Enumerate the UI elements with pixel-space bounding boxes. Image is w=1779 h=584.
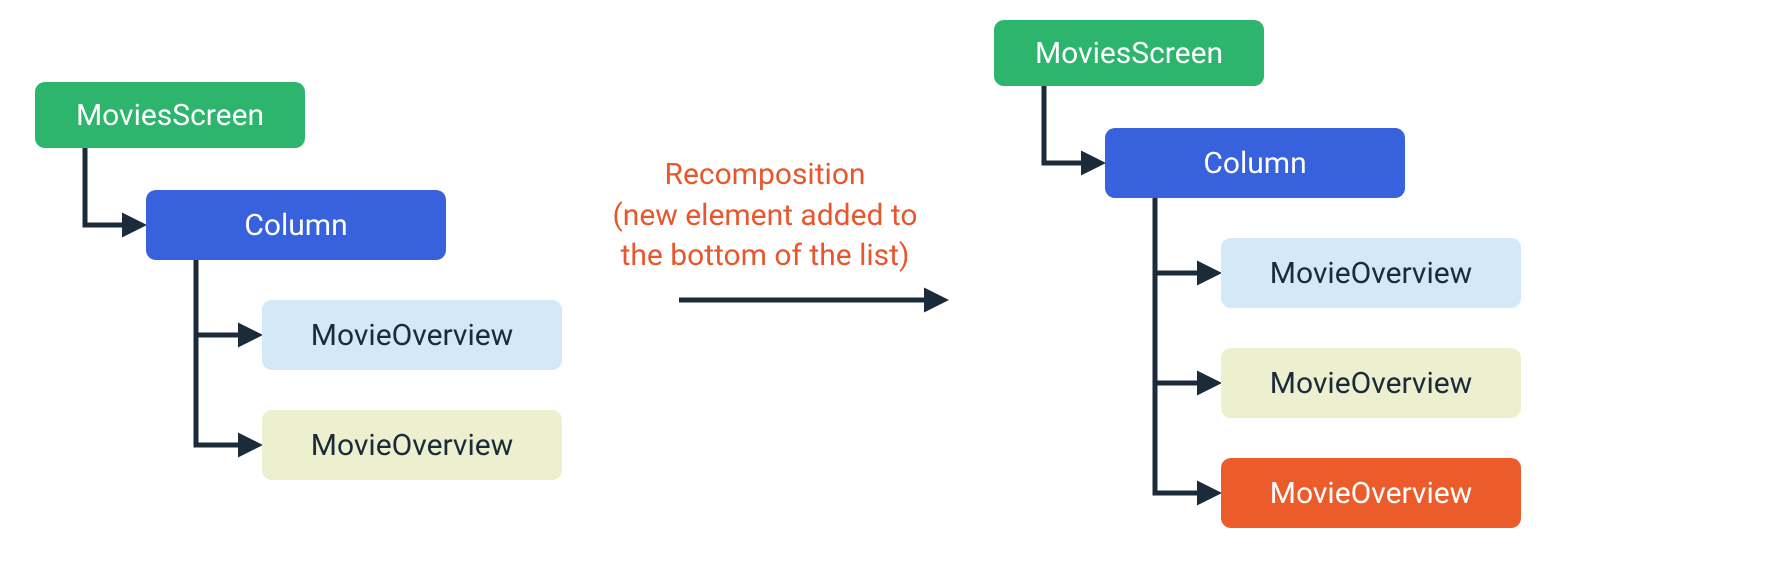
node-label: MovieOverview — [1270, 476, 1472, 511]
edge-r_col-r_m3 — [1155, 198, 1217, 493]
node-label: Column — [244, 208, 347, 243]
node-r_m1: MovieOverview — [1221, 238, 1521, 308]
node-l_col: Column — [146, 190, 446, 260]
node-label: MovieOverview — [311, 428, 513, 463]
edge-r_root-r_col — [1044, 86, 1101, 163]
recomposition-caption: Recomposition(new element added tothe bo… — [613, 155, 918, 277]
node-l_m1: MovieOverview — [262, 300, 562, 370]
node-label: Column — [1203, 146, 1306, 181]
node-label: MovieOverview — [1270, 256, 1472, 291]
edge-l_root-l_col — [85, 148, 142, 225]
node-label: MoviesScreen — [1035, 36, 1223, 71]
node-r_m3: MovieOverview — [1221, 458, 1521, 528]
diagram-canvas: Recomposition(new element added tothe bo… — [0, 0, 1779, 584]
node-l_m2: MovieOverview — [262, 410, 562, 480]
node-label: MovieOverview — [1270, 366, 1472, 401]
node-r_col: Column — [1105, 128, 1405, 198]
edge-r_col-r_m1 — [1155, 198, 1217, 273]
edge-r_col-r_m2 — [1155, 198, 1217, 383]
caption-line: (new element added to — [613, 196, 918, 237]
edge-l_col-l_m2 — [196, 260, 258, 445]
caption-line: Recomposition — [613, 155, 918, 196]
edge-l_col-l_m1 — [196, 260, 258, 335]
node-r_m2: MovieOverview — [1221, 348, 1521, 418]
caption-line: the bottom of the list) — [613, 236, 918, 277]
node-l_root: MoviesScreen — [35, 82, 305, 148]
node-r_root: MoviesScreen — [994, 20, 1264, 86]
node-label: MovieOverview — [311, 318, 513, 353]
node-label: MoviesScreen — [76, 98, 264, 133]
